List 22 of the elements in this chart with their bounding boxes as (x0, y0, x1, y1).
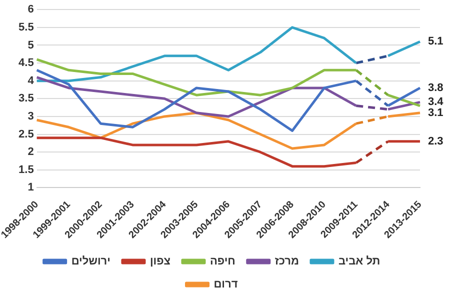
y-tick-label: 1 (28, 182, 34, 194)
data-label: 5.1 (428, 36, 444, 48)
data-label: 3.4 (428, 96, 444, 108)
y-tick-label: 5.5 (18, 21, 34, 34)
data-label: 2.3 (428, 135, 444, 148)
y-tick-label: 3.5 (18, 92, 34, 105)
data-label: 3.8 (428, 82, 444, 94)
y-tick-label: 1.5 (18, 164, 34, 176)
legend-label: ירושלים (71, 256, 110, 268)
legend-label: מרכז (274, 256, 299, 268)
legend-label: חיפה (210, 256, 236, 268)
y-tick-label: 2 (28, 146, 34, 158)
y-tick-label: 4.5 (18, 57, 34, 70)
y-tick-label: 6 (28, 4, 34, 16)
y-tick-label: 3 (28, 110, 34, 122)
legend-label: צפון (150, 256, 171, 268)
y-tick-label: 5 (28, 39, 34, 52)
y-tick-label: 4 (28, 74, 35, 87)
legend-label: תל אביב (338, 256, 380, 268)
data-label: 3.1 (428, 106, 444, 119)
legend-label: דרום (214, 278, 238, 291)
y-tick-label: 2.5 (18, 128, 34, 140)
